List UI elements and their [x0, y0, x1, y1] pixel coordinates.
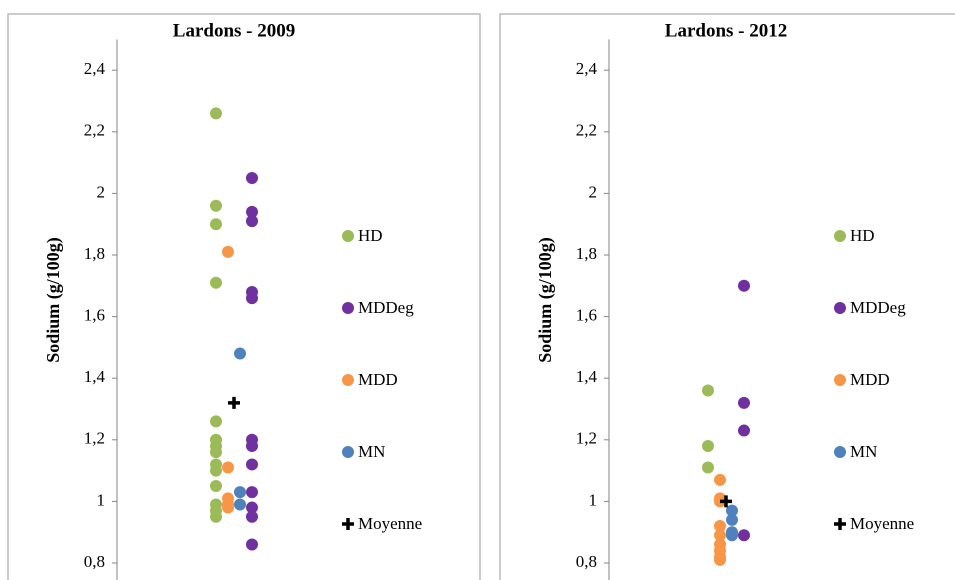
y-tick-label: 1,8 — [84, 244, 105, 263]
y-tick-label: 2,4 — [84, 59, 106, 78]
y-tick-label: 1,4 — [576, 367, 598, 386]
data-point — [738, 424, 750, 437]
mean-marker — [720, 495, 732, 508]
y-tick-label: 2 — [97, 182, 106, 201]
data-point — [246, 486, 258, 499]
legend-marker — [342, 302, 354, 314]
legend-marker — [342, 446, 354, 458]
y-axis-label: Sodium (g/100g) — [43, 237, 64, 363]
data-point — [210, 218, 222, 231]
data-point — [222, 461, 234, 474]
data-point — [702, 461, 714, 474]
y-tick-label: 2 — [589, 182, 598, 201]
y-tick-label: 2,4 — [576, 59, 598, 78]
data-point — [222, 245, 234, 258]
data-point — [246, 439, 258, 452]
data-point — [738, 529, 750, 542]
chart-title: Lardons - 2012 — [665, 20, 787, 41]
panel-border — [7, 13, 481, 580]
data-point — [210, 107, 222, 120]
data-point — [246, 215, 258, 228]
legend-label: MDDeg — [358, 298, 414, 317]
legend-marker — [342, 230, 354, 242]
legend-label: MN — [358, 442, 385, 461]
panel-border — [499, 13, 955, 580]
y-tick-label: 1,6 — [576, 306, 597, 325]
data-point — [210, 276, 222, 289]
data-point — [726, 504, 738, 517]
y-tick-label: 2,2 — [576, 121, 597, 140]
legend-marker — [834, 374, 846, 386]
data-point — [726, 513, 738, 526]
data-point — [210, 480, 222, 492]
data-point — [234, 347, 246, 360]
legend-marker — [834, 518, 846, 530]
data-point — [210, 510, 222, 523]
legend-label: MDD — [358, 370, 398, 389]
y-tick-label: 1 — [97, 490, 106, 509]
data-point — [210, 464, 222, 477]
data-point — [246, 292, 258, 305]
data-point — [738, 396, 750, 409]
data-point — [246, 510, 258, 523]
y-axis-label: Sodium (g/100g) — [535, 237, 556, 363]
legend-marker — [834, 446, 846, 458]
y-tick-label: 1,2 — [84, 429, 105, 448]
legend-label: Moyenne — [850, 514, 914, 533]
legend-label: HD — [850, 226, 875, 245]
data-point — [702, 384, 714, 397]
y-tick-label: 2,2 — [84, 121, 105, 140]
legend-marker — [834, 230, 846, 242]
legend-label: MDDeg — [850, 298, 906, 317]
y-tick-label: 1 — [589, 490, 598, 509]
data-point — [234, 486, 246, 499]
data-point — [210, 446, 222, 459]
y-tick-label: 0,8 — [576, 552, 597, 571]
y-tick-label: 1,2 — [576, 429, 597, 448]
y-tick-label: 1,8 — [576, 244, 597, 263]
legend-label: MN — [850, 442, 877, 461]
chart-title: Lardons - 2009 — [173, 20, 295, 41]
data-point — [714, 529, 726, 542]
data-point — [246, 538, 258, 551]
legend-label: Moyenne — [358, 514, 422, 533]
data-point — [210, 199, 222, 212]
legend-marker — [342, 518, 354, 530]
legend-marker — [342, 374, 354, 386]
y-tick-label: 1,6 — [84, 306, 105, 325]
legend-label: HD — [358, 226, 383, 245]
data-point — [210, 415, 222, 428]
legend-label: MDD — [850, 370, 890, 389]
data-point — [222, 501, 234, 514]
data-point — [246, 458, 258, 471]
legend-marker — [834, 302, 846, 314]
data-point — [246, 172, 258, 184]
data-point — [714, 473, 726, 486]
data-point — [714, 520, 726, 533]
data-point — [702, 439, 714, 452]
data-point — [234, 498, 246, 511]
y-tick-label: 1,4 — [84, 367, 106, 386]
data-point — [726, 529, 738, 542]
y-tick-label: 0,8 — [84, 552, 105, 571]
data-point — [246, 205, 258, 218]
data-point — [714, 553, 726, 566]
mean-marker — [228, 396, 240, 409]
data-point — [738, 279, 750, 292]
data-point — [246, 501, 258, 514]
